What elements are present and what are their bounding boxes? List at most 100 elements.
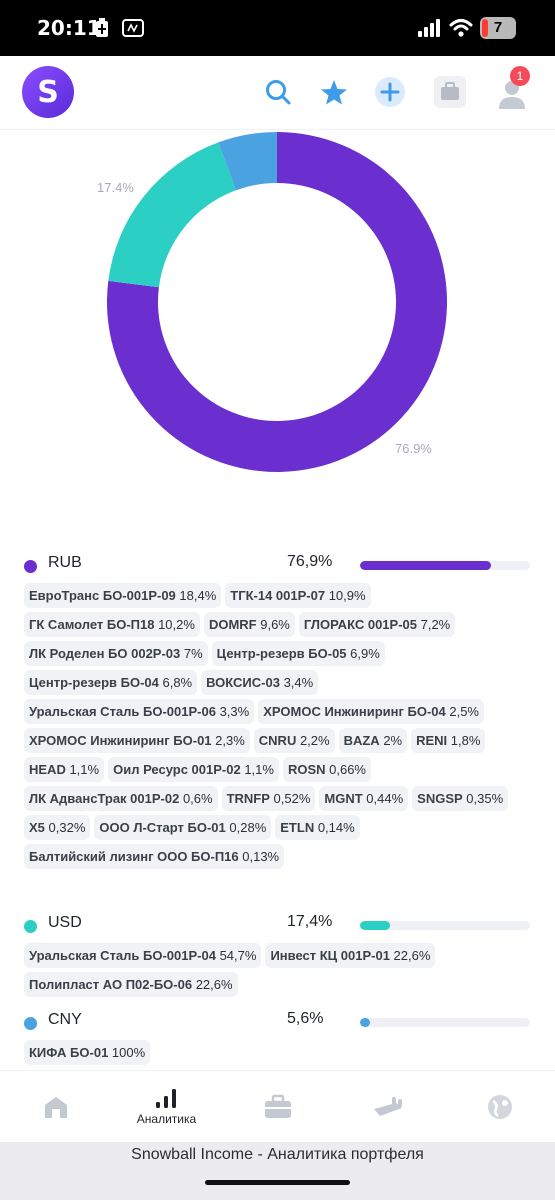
currency-row-usd[interactable]: USD 17,4% bbox=[24, 913, 530, 939]
favorites-button[interactable] bbox=[316, 74, 352, 110]
holding-chip[interactable]: MGNT 0,44% bbox=[319, 786, 409, 811]
holding-name: Центр-резерв БО-05 bbox=[216, 646, 347, 661]
currency-row-cny[interactable]: CNY 5,6% bbox=[24, 1010, 530, 1036]
donut-slice-usd[interactable] bbox=[108, 142, 236, 288]
holding-name: ROSN bbox=[287, 762, 326, 777]
holding-chip[interactable]: Полипласт АО П02-БО-06 22,6% bbox=[24, 972, 238, 997]
holding-name: ХРОМОС Инжиниринг БО-04 bbox=[263, 704, 446, 719]
currency-percent: 17,4% bbox=[287, 913, 333, 930]
currency-percent: 5,6% bbox=[287, 1010, 324, 1027]
holding-name: Уральская Сталь БО-001Р-06 bbox=[29, 704, 216, 719]
holding-chip[interactable]: ROSN 0,66% bbox=[282, 757, 371, 782]
currency-progress-bar bbox=[360, 561, 530, 570]
holding-share: 2,2% bbox=[296, 733, 330, 748]
holding-name: CNRU bbox=[258, 733, 297, 748]
holding-chip[interactable]: ETLN 0,14% bbox=[275, 815, 360, 840]
holding-share: 0,13% bbox=[238, 849, 280, 864]
holding-share: 100% bbox=[108, 1045, 146, 1060]
rub-holdings-list: ЕвроТранс БО-001Р-09 18,4% ТГК-14 001Р-07… bbox=[24, 583, 534, 869]
holding-chip[interactable]: ХРОМОС Инжиниринг БО-04 2,5% bbox=[258, 699, 484, 724]
holding-name: ООО Л-Старт БО-01 bbox=[99, 820, 226, 835]
holding-chip[interactable]: ООО Л-Старт БО-01 0,28% bbox=[94, 815, 272, 840]
usd-holdings-list: Уральская Сталь БО-001Р-04 54,7% Инвест К… bbox=[24, 943, 534, 997]
holding-share: 22,6% bbox=[192, 977, 233, 992]
currency-donut-chart: 17.4% 76.9% bbox=[0, 130, 555, 510]
briefcase-icon bbox=[264, 1094, 291, 1118]
holding-chip[interactable]: ЕвроТранс БО-001Р-09 18,4% bbox=[24, 583, 222, 608]
holding-share: 6,8% bbox=[158, 675, 193, 690]
holding-name: ХРОМОС Инжиниринг БО-01 bbox=[29, 733, 212, 748]
holding-share: 1,1% bbox=[65, 762, 100, 777]
add-button[interactable] bbox=[372, 74, 408, 110]
holding-share: 1,8% bbox=[447, 733, 481, 748]
holding-chip[interactable]: ГК Самолет БО-П18 10,2% bbox=[24, 612, 200, 637]
holding-name: ETLN bbox=[280, 820, 315, 835]
battery-level: 7 bbox=[493, 19, 503, 36]
holding-chip[interactable]: ВОКСИС-03 3,4% bbox=[201, 670, 319, 695]
holding-chip[interactable]: КИФА БО-01 100% bbox=[24, 1040, 151, 1065]
holding-chip[interactable]: ЛК АдвансТрак 001Р-02 0,6% bbox=[24, 786, 218, 811]
holding-name: HEAD bbox=[29, 762, 66, 777]
nav-analytics[interactable]: Аналитика bbox=[111, 1071, 222, 1143]
briefcase-icon bbox=[434, 76, 466, 108]
holding-chip[interactable]: Уральская Сталь БО-001Р-04 54,7% bbox=[24, 943, 262, 968]
holding-share: 2% bbox=[379, 733, 403, 748]
nav-explore[interactable] bbox=[444, 1071, 555, 1143]
holding-chip[interactable]: ТГК-14 001Р-07 10,9% bbox=[225, 583, 371, 608]
nav-portfolio[interactable] bbox=[222, 1071, 333, 1143]
holding-share: 10,2% bbox=[154, 617, 195, 632]
currency-row-rub[interactable]: RUB 76,9% bbox=[24, 553, 530, 579]
app-header: S bbox=[0, 56, 555, 130]
holding-share: 10,9% bbox=[325, 588, 366, 603]
holding-share: 0,14% bbox=[314, 820, 355, 835]
holding-share: 18,4% bbox=[175, 588, 217, 603]
holding-chip[interactable]: ЛК Роделен БО 002Р-03 7% bbox=[24, 641, 208, 666]
status-time: 20:11 bbox=[37, 16, 101, 40]
home-indicator[interactable] bbox=[205, 1180, 350, 1185]
holding-name: ГК Самолет БО-П18 bbox=[29, 617, 155, 632]
holding-chip[interactable]: X5 0,32% bbox=[24, 815, 91, 840]
holding-chip[interactable]: ХРОМОС Инжиниринг БО-01 2,3% bbox=[24, 728, 250, 753]
holding-share: 0,32% bbox=[44, 820, 86, 835]
holding-share: 0,35% bbox=[462, 791, 504, 806]
currency-percent: 76,9% bbox=[287, 553, 333, 570]
holding-chip[interactable]: CNRU 2,2% bbox=[253, 728, 335, 753]
snowball-logo[interactable]: S bbox=[22, 66, 74, 118]
nav-home[interactable] bbox=[0, 1071, 111, 1143]
holding-chip[interactable]: BAZA 2% bbox=[338, 728, 408, 753]
search-button[interactable] bbox=[260, 74, 296, 110]
app-notification-icon bbox=[122, 19, 144, 37]
holding-name: TRNFP bbox=[226, 791, 270, 806]
portfolio-button[interactable] bbox=[432, 74, 468, 110]
holding-share: 0,66% bbox=[325, 762, 366, 777]
holding-chip[interactable]: DOMRF 9,6% bbox=[203, 612, 295, 637]
holding-chip[interactable]: Центр-резерв БО-05 6,9% bbox=[211, 641, 385, 666]
holding-chip[interactable]: Оил Ресурс 001Р-02 1,1% bbox=[108, 757, 279, 782]
holding-name: DOMRF bbox=[208, 617, 257, 632]
search-icon bbox=[266, 80, 291, 105]
holding-share: 0,6% bbox=[179, 791, 213, 806]
plus-circle-icon bbox=[375, 77, 405, 107]
holding-chip[interactable]: Уральская Сталь БО-001Р-06 3,3% bbox=[24, 699, 255, 724]
holding-chip[interactable]: RENI 1,8% bbox=[411, 728, 486, 753]
holding-chip[interactable]: SNGSP 0,35% bbox=[412, 786, 509, 811]
wifi-icon bbox=[449, 19, 473, 37]
holding-name: SNGSP bbox=[417, 791, 463, 806]
holding-share: 7,2% bbox=[416, 617, 451, 632]
donut-slice-rub[interactable] bbox=[106, 132, 447, 472]
donut-slice-cny[interactable] bbox=[218, 132, 277, 191]
holding-share: 0,28% bbox=[225, 820, 267, 835]
holding-chip[interactable]: ГЛОРАКС 001Р-05 7,2% bbox=[298, 612, 456, 637]
nav-income[interactable] bbox=[333, 1071, 444, 1143]
holding-name: MGNT bbox=[324, 791, 363, 806]
holding-share: 6,9% bbox=[346, 646, 380, 661]
status-bar: 20:11 7 bbox=[0, 0, 555, 56]
holding-name: ЛК АдвансТрак 001Р-02 bbox=[29, 791, 180, 806]
holding-chip[interactable]: TRNFP 0,52% bbox=[221, 786, 316, 811]
holding-chip[interactable]: Инвест КЦ 001Р-01 22,6% bbox=[265, 943, 436, 968]
holding-chip[interactable]: Балтийский лизинг ООО БО-П16 0,13% bbox=[24, 844, 285, 869]
holding-share: 3,3% bbox=[215, 704, 250, 719]
holding-chip[interactable]: HEAD 1,1% bbox=[24, 757, 105, 782]
holding-name: Инвест КЦ 001Р-01 bbox=[270, 948, 390, 963]
holding-chip[interactable]: Центр-резерв БО-04 6,8% bbox=[24, 670, 198, 695]
